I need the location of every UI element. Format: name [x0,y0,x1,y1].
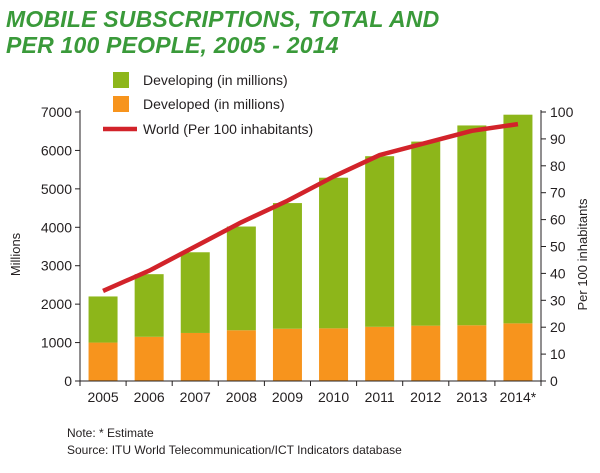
y-tick-label-right-60: 60 [550,212,566,228]
bar-developed-2014* [503,323,533,381]
bar-developed-2006 [134,336,164,381]
bar-developed-2013 [457,325,487,381]
bar-developing-2009 [272,203,302,329]
y-tick-label-right-40: 40 [550,265,566,281]
legend-swatch-developing [113,72,129,88]
y-tick-label-left-4000: 4000 [41,219,72,235]
x-tick-label-2012: 2012 [410,389,441,405]
x-tick-label-2006: 2006 [134,389,165,405]
x-tick-label-2014*: 2014* [500,389,537,405]
x-tick-label-2011: 2011 [365,389,395,405]
x-tick-label-2005: 2005 [87,389,118,405]
bar-developing-2013 [457,125,487,326]
chart-notes: Note: * Estimate Source: ITU World Telec… [67,425,402,459]
bar-developing-2011 [365,156,395,327]
y-tick-label-right-70: 70 [550,185,566,201]
y-tick-label-right-100: 100 [550,104,574,120]
bar-developing-2005 [88,296,118,343]
y-tick-label-left-3000: 3000 [41,258,72,274]
legend-label-developed: Developed (in millions) [143,96,285,112]
y-axis-title-left: Millions [8,232,23,276]
chart-title-line-1: MOBILE SUBSCRIPTIONS, TOTAL AND [6,6,440,32]
bar-developed-2005 [88,342,118,381]
source-text: Source: ITU World Telecommunication/ICT … [67,443,402,457]
bar-developing-2012 [411,141,441,326]
legend-label-developing: Developing (in millions) [143,72,288,88]
y-tick-label-right-20: 20 [550,319,566,335]
legend-swatch-developed [113,96,129,112]
bar-developed-2010 [319,328,349,381]
bar-developing-2008 [226,226,256,331]
note-text: Note: * Estimate [67,426,154,440]
y-tick-label-left-7000: 7000 [41,104,72,120]
x-tick-label-2009: 2009 [272,389,303,405]
y-tick-label-right-10: 10 [550,346,566,362]
x-tick-label-2010: 2010 [318,389,349,405]
world-per-100-line [102,121,519,293]
legend-label-world: World (Per 100 inhabitants) [143,121,313,137]
bar-developing-2014* [503,114,533,324]
bar-developing-2006 [134,274,164,337]
bar-developed-2007 [180,332,210,381]
chart-title-line-2: PER 100 PEOPLE, 2005 - 2014 [6,32,339,58]
y-tick-label-left-2000: 2000 [41,296,72,312]
bar-developed-2012 [411,325,441,381]
y-tick-label-right-30: 30 [550,292,566,308]
y-tick-label-right-80: 80 [550,158,566,174]
y-tick-label-right-50: 50 [550,239,566,255]
y-axis-title-right: Per 100 inhabitants [575,198,590,311]
bar-developing-2010 [319,177,349,329]
y-tick-label-left-6000: 6000 [41,142,72,158]
chart-title: MOBILE SUBSCRIPTIONS, TOTAL AND PER 100 … [6,6,566,58]
x-tick-label-2013: 2013 [456,389,487,405]
x-tick-label-2008: 2008 [226,389,257,405]
bar-developed-2008 [226,330,256,381]
y-tick-label-left-0: 0 [64,373,72,389]
y-tick-label-left-1000: 1000 [41,335,72,351]
bar-developing-2007 [180,252,210,333]
bar-developed-2011 [365,326,395,381]
y-tick-label-right-0: 0 [550,373,558,389]
bar-developed-2009 [272,328,302,381]
y-tick-label-right-90: 90 [550,131,566,147]
y-tick-label-left-5000: 5000 [41,181,72,197]
x-tick-label-2007: 2007 [180,389,211,405]
